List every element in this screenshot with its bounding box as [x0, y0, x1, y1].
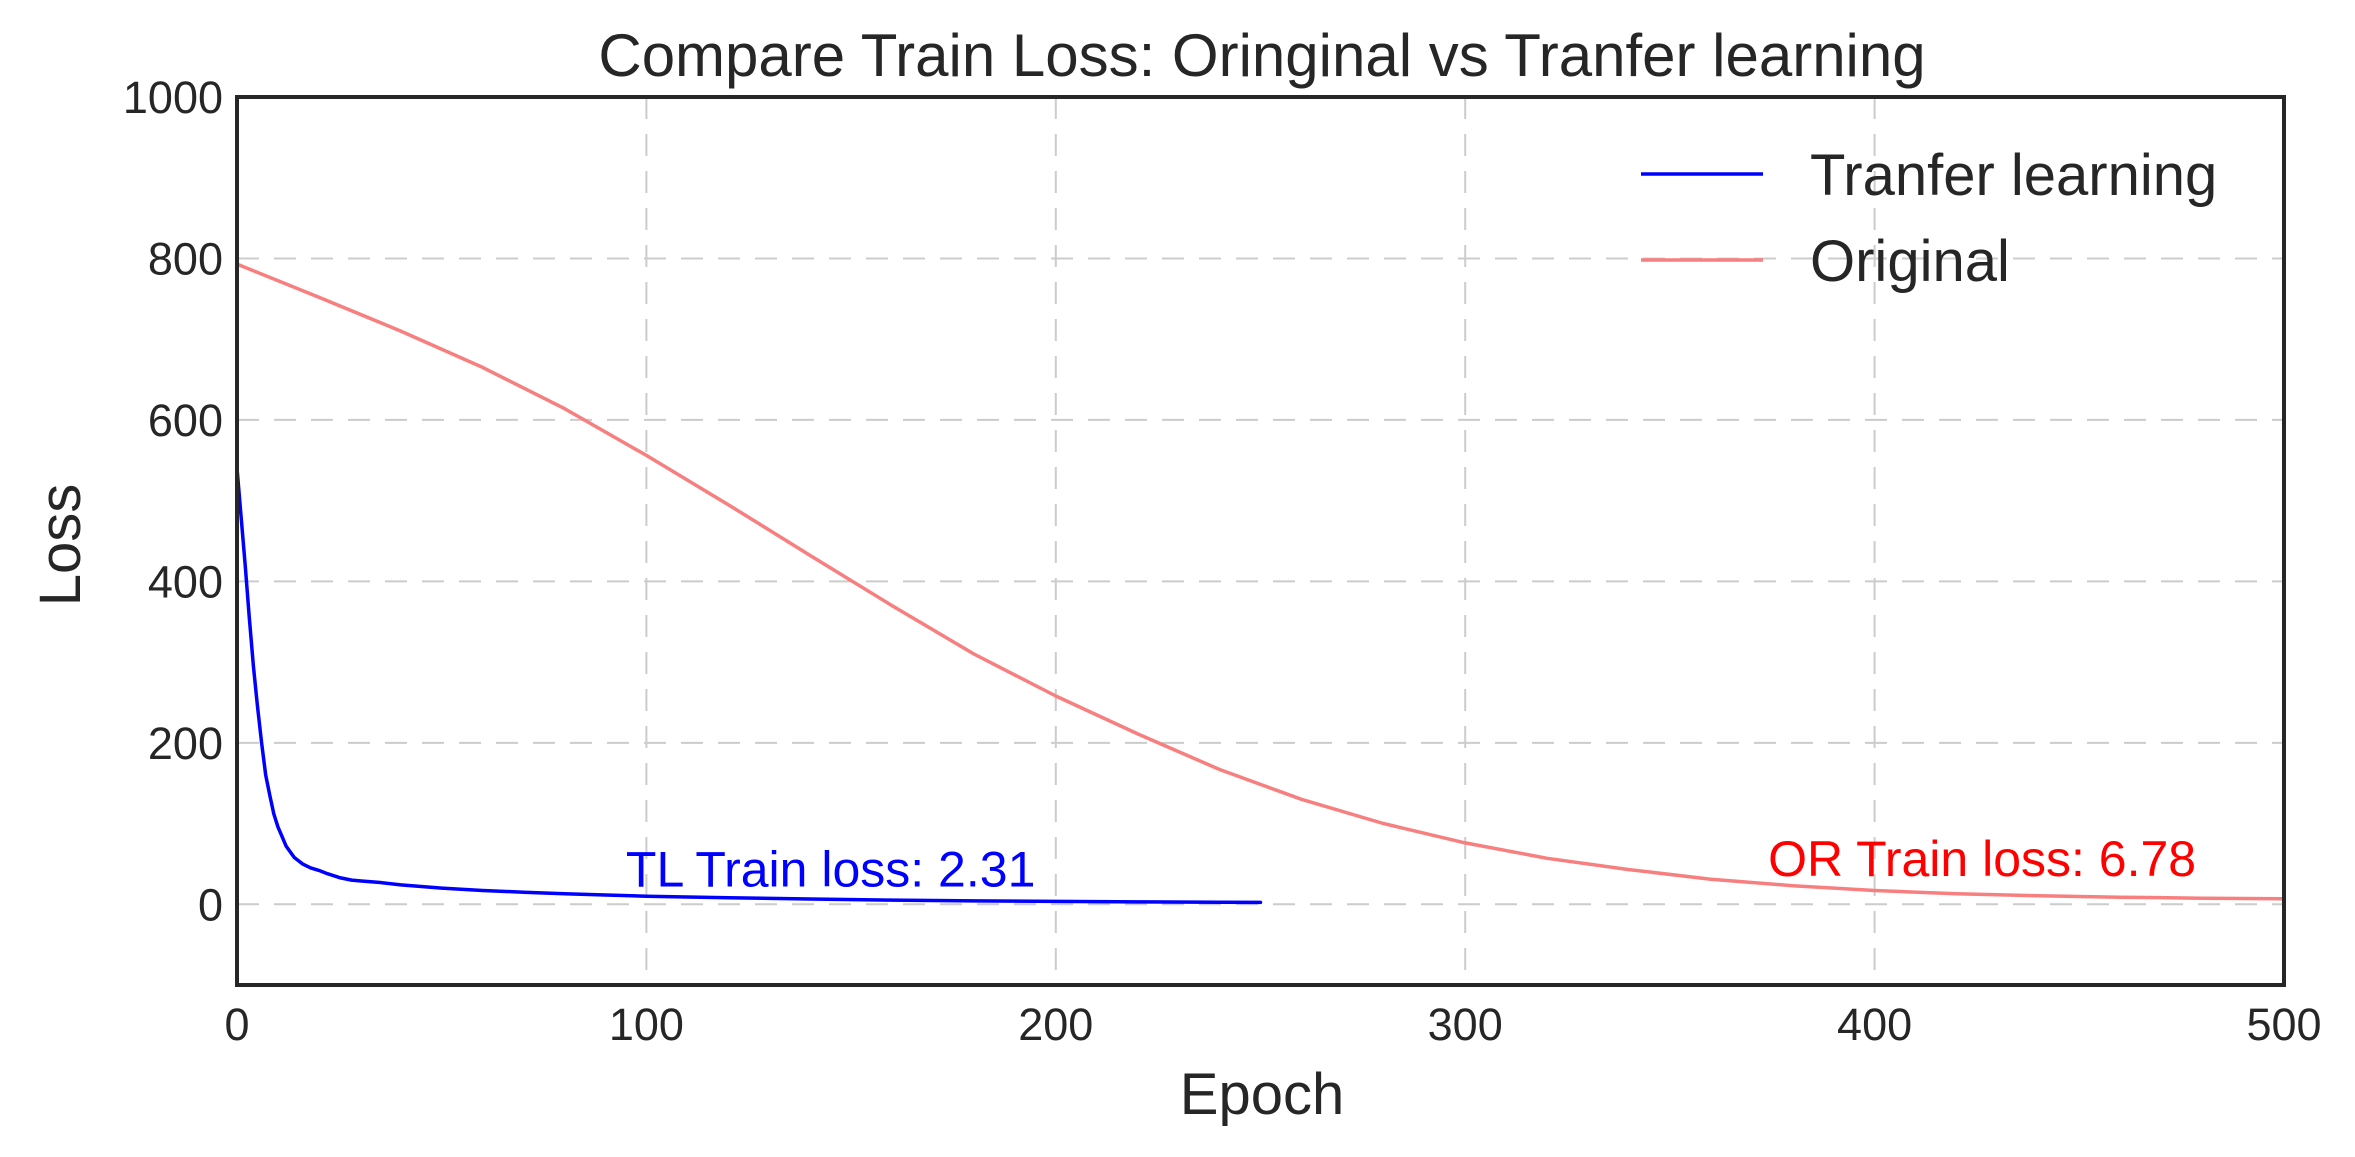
x-tick-label: 300 — [1428, 999, 1503, 1050]
legend-label-tranfer-learning: Tranfer learning — [1810, 143, 2217, 208]
x-axis-label: Epoch — [1180, 1062, 1344, 1127]
annotation-tl-train-loss: TL Train loss: 2.31 — [626, 842, 1035, 898]
x-tick-label: 100 — [609, 999, 684, 1050]
y-axis-ticks: 0 200 400 600 800 1000 — [123, 72, 223, 930]
plot-frame — [235, 95, 2286, 987]
x-tick-label: 400 — [1837, 999, 1912, 1050]
legend-label-original: Original — [1810, 229, 2010, 294]
y-tick-label: 0 — [198, 879, 223, 930]
annotation-or-train-loss: OR Train loss: 6.78 — [1768, 831, 2196, 887]
x-tick-label: 0 — [224, 999, 249, 1050]
y-tick-label: 400 — [148, 556, 223, 607]
x-tick-label: 500 — [2246, 999, 2321, 1050]
grid — [237, 97, 2284, 985]
y-tick-label: 800 — [148, 233, 223, 284]
series-line-tranfer-learning — [235, 466, 1263, 905]
x-axis-ticks: 0 100 200 300 400 500 — [224, 999, 2321, 1050]
y-tick-label: 1000 — [123, 72, 223, 123]
series-layer — [235, 262, 2286, 905]
x-tick-label: 200 — [1018, 999, 1093, 1050]
y-axis-label: Loss — [28, 484, 93, 607]
series-line-original — [235, 262, 2286, 901]
annotations: TL Train loss: 2.31 OR Train loss: 6.78 — [626, 831, 2196, 897]
chart-title: Compare Train Loss: Oringinal vs Tranfer… — [598, 22, 1925, 89]
y-tick-label: 200 — [148, 718, 223, 769]
y-tick-label: 600 — [148, 395, 223, 446]
legend: Tranfer learning Original — [1641, 143, 2217, 294]
